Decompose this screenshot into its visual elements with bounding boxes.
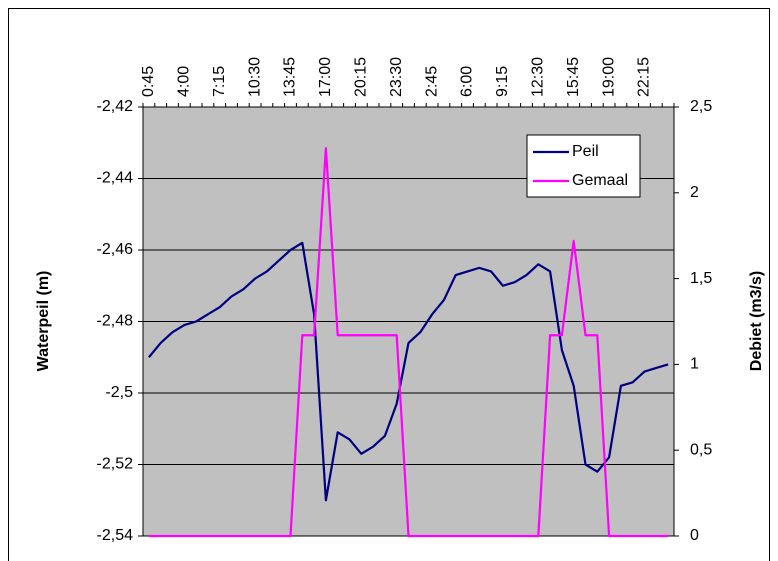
x-tick-label: 23:30 bbox=[388, 57, 405, 97]
series-line bbox=[148, 147, 669, 538]
y-tick-label: -2,46 bbox=[97, 241, 134, 258]
y2-tick-label: 0,5 bbox=[690, 441, 712, 458]
x-tick-label: 22:15 bbox=[636, 57, 653, 97]
legend-label: Gemaal bbox=[572, 172, 628, 189]
x-tick-label: 19:00 bbox=[600, 57, 617, 97]
x-tick-label: 10:30 bbox=[246, 57, 263, 97]
y-tick-label: -2,44 bbox=[97, 170, 134, 187]
y2-axis-label: Debiet (m3/s) bbox=[748, 271, 765, 371]
y-axis-label: Waterpeil (m) bbox=[35, 271, 52, 372]
x-tick-label: 7:15 bbox=[211, 66, 228, 97]
x-tick-label: 2:45 bbox=[423, 66, 440, 97]
legend-box bbox=[526, 134, 641, 198]
y-tick-label: -2,52 bbox=[97, 456, 134, 473]
legend-label: Peil bbox=[572, 143, 599, 160]
y2-tick-label: 2,5 bbox=[690, 98, 712, 115]
x-tick-label: 20:15 bbox=[353, 57, 370, 97]
x-tick-label: 12:30 bbox=[530, 57, 547, 97]
x-tick-label: 9:15 bbox=[494, 66, 511, 97]
x-tick-label: 13:45 bbox=[282, 57, 299, 97]
series-line bbox=[148, 241, 669, 502]
x-tick-label: 15:45 bbox=[565, 57, 582, 97]
x-tick-label: 6:00 bbox=[459, 66, 476, 97]
y2-tick-label: 2 bbox=[690, 184, 699, 201]
y-tick-label: -2,42 bbox=[97, 98, 134, 115]
y-tick-label: -2,48 bbox=[97, 313, 134, 330]
x-tick-label: 0:45 bbox=[140, 66, 157, 97]
y-tick-label: -2,54 bbox=[97, 527, 134, 544]
y-tick-label: -2,5 bbox=[105, 384, 133, 401]
y2-tick-label: 1 bbox=[690, 356, 699, 373]
y2-tick-label: 1,5 bbox=[690, 270, 712, 287]
y2-tick-label: 0 bbox=[690, 527, 699, 544]
x-tick-label: 4:00 bbox=[176, 66, 193, 97]
x-tick-label: 17:00 bbox=[317, 57, 334, 97]
